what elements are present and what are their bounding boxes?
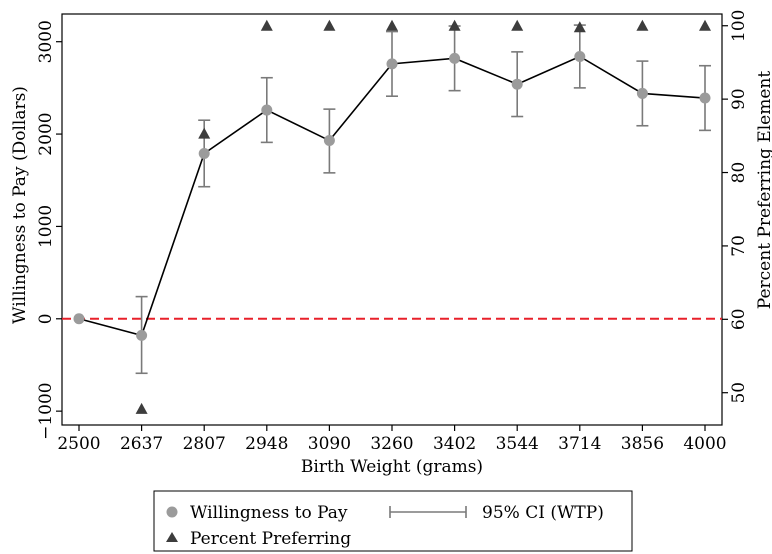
- x-tick-label: 3260: [370, 434, 413, 454]
- y-axis-left-title: Willingness to Pay (Dollars): [10, 86, 30, 324]
- percent-point: [573, 21, 586, 33]
- x-tick-label: 4000: [683, 434, 726, 454]
- wtp-point: [261, 104, 273, 116]
- y-left-tick-label: 2000: [36, 112, 56, 155]
- x-tick-label: 3544: [496, 434, 539, 454]
- x-tick-label: 2948: [245, 434, 288, 454]
- wtp-point: [386, 58, 398, 70]
- x-tick-label: 2637: [120, 434, 163, 454]
- wtp-point: [636, 87, 648, 99]
- x-tick-label: 3714: [558, 434, 601, 454]
- wtp-point: [198, 147, 210, 159]
- wtp-point: [574, 50, 586, 62]
- y-left-tick-label: 0: [36, 313, 56, 324]
- y-right-tick-label: 50: [729, 382, 749, 404]
- legend-label-percent: Percent Preferring: [190, 529, 351, 549]
- x-tick-label: 3856: [621, 434, 664, 454]
- legend-box: [153, 490, 633, 552]
- percent-point: [386, 19, 398, 31]
- legend-marker-percent: [166, 532, 178, 542]
- percent-point: [323, 19, 336, 31]
- y-right-tick-label: 70: [729, 235, 749, 257]
- percent-point: [260, 19, 273, 31]
- x-tick-label: 3090: [308, 434, 351, 454]
- x-tick-label: 2500: [57, 434, 100, 454]
- x-tick-label: 2807: [183, 434, 226, 454]
- legend: Willingness to Pay 95% CI (WTP) Percent …: [153, 490, 633, 552]
- percent-point: [448, 19, 461, 31]
- legend-label-ci: 95% CI (WTP): [482, 503, 604, 523]
- percent-point: [135, 402, 148, 414]
- wtp-point: [511, 78, 523, 90]
- wtp-point: [323, 135, 335, 147]
- y-left-tick-label: −1000: [36, 382, 56, 440]
- percent-point: [699, 19, 711, 31]
- wtp-point: [699, 92, 711, 104]
- y-right-tick-label: 80: [729, 162, 749, 184]
- percent-point: [511, 19, 524, 31]
- y-axis-right-title: Percent Preferring Element: [755, 71, 772, 310]
- y-right-tick-label: 100: [729, 10, 749, 42]
- x-axis-title: Birth Weight (grams): [301, 457, 483, 477]
- y-left-tick-label: 3000: [36, 20, 56, 63]
- y-right-tick-label: 60: [729, 308, 749, 330]
- y-left-tick-label: 1000: [36, 205, 56, 248]
- y-right-tick-label: 90: [729, 88, 749, 110]
- percent-point: [636, 19, 649, 31]
- x-tick-label: 3402: [433, 434, 476, 454]
- wtp-point: [136, 329, 148, 341]
- legend-marker-wtp: [166, 506, 178, 518]
- legend-label-wtp: Willingness to Pay: [190, 503, 348, 523]
- wtp-point: [73, 313, 85, 325]
- wtp-point: [449, 52, 461, 64]
- percent-point: [198, 127, 211, 139]
